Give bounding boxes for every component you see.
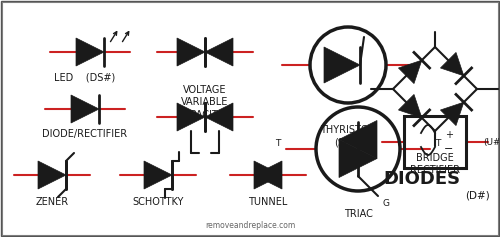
Text: TUNNEL: TUNNEL bbox=[248, 197, 288, 207]
Polygon shape bbox=[205, 103, 233, 131]
Text: T: T bbox=[276, 138, 280, 147]
Polygon shape bbox=[254, 161, 282, 189]
Text: G: G bbox=[382, 199, 390, 208]
Polygon shape bbox=[144, 161, 172, 189]
Text: VOLTAGE
VARIABLE
CAPACITOR: VOLTAGE VARIABLE CAPACITOR bbox=[178, 85, 233, 120]
Text: +: + bbox=[445, 130, 453, 140]
Text: BRIDGE
RECTIFIER: BRIDGE RECTIFIER bbox=[410, 153, 460, 175]
Polygon shape bbox=[205, 38, 233, 66]
Text: DIODES: DIODES bbox=[384, 170, 460, 188]
Polygon shape bbox=[440, 102, 464, 126]
Text: (U#): (U#) bbox=[484, 137, 500, 146]
Polygon shape bbox=[71, 95, 99, 123]
Text: TRIAC: TRIAC bbox=[344, 209, 372, 219]
Polygon shape bbox=[440, 52, 464, 76]
Text: LED    (DS#): LED (DS#) bbox=[54, 72, 116, 82]
Polygon shape bbox=[339, 120, 377, 159]
Polygon shape bbox=[254, 161, 282, 189]
Polygon shape bbox=[177, 103, 205, 131]
Text: THYRISTOR
(SCR): THYRISTOR (SCR) bbox=[320, 125, 376, 147]
Text: SCHOTTKY: SCHOTTKY bbox=[132, 197, 184, 207]
Polygon shape bbox=[76, 38, 104, 66]
Text: ZENER: ZENER bbox=[36, 197, 68, 207]
Polygon shape bbox=[398, 94, 422, 118]
Polygon shape bbox=[339, 140, 377, 178]
Bar bbox=[404, 116, 466, 168]
Text: −: − bbox=[444, 144, 454, 154]
Polygon shape bbox=[38, 161, 66, 189]
Text: T: T bbox=[436, 138, 440, 147]
Polygon shape bbox=[177, 38, 205, 66]
Text: removeandreplace.com: removeandreplace.com bbox=[205, 220, 295, 229]
Text: DIODE/RECTIFIER: DIODE/RECTIFIER bbox=[42, 129, 127, 139]
Text: (D#): (D#) bbox=[466, 190, 490, 200]
Polygon shape bbox=[398, 60, 422, 84]
Polygon shape bbox=[324, 47, 360, 83]
